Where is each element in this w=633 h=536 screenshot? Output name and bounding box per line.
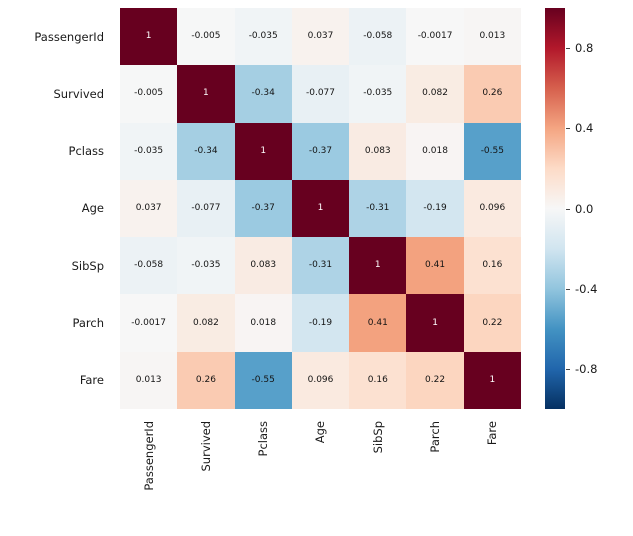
heatmap-cell: 0.037 bbox=[120, 179, 178, 238]
y-axis-label: Fare bbox=[79, 373, 104, 388]
heatmap-cell: 0.41 bbox=[349, 294, 407, 352]
colorbar-tick-mark bbox=[566, 48, 570, 50]
x-axis: PassengerId Survived Pclass Age SibSp Parch Fa… bbox=[120, 414, 521, 535]
heatmap-cell: -0.19 bbox=[406, 179, 464, 238]
heatmap-cell: 0.082 bbox=[177, 294, 235, 352]
heatmap-cell: 0.037 bbox=[291, 8, 350, 66]
heatmap-cell: 0.083 bbox=[349, 122, 407, 180]
colorbar-tick-mark bbox=[566, 288, 570, 290]
heatmap-cell: 0.013 bbox=[463, 8, 521, 66]
heatmap-cell: 1 bbox=[120, 8, 178, 66]
heatmap-cell: -0.34 bbox=[234, 65, 292, 123]
heatmap-cell: 0.26 bbox=[463, 65, 521, 123]
y-axis-label: Age bbox=[81, 201, 104, 216]
heatmap-cell: 0.018 bbox=[234, 294, 292, 352]
colorbar-tick-label: -0.4 bbox=[575, 281, 598, 296]
x-axis-label: Parch bbox=[406, 414, 463, 535]
heatmap-cell: 0.26 bbox=[177, 351, 235, 409]
heatmap-cell: -0.005 bbox=[120, 65, 178, 123]
heatmap-cell: -0.058 bbox=[349, 8, 407, 66]
x-axis-label: Pclass bbox=[235, 414, 292, 535]
x-axis-label-text: Age bbox=[313, 421, 328, 444]
heatmap-grid: 1 -0.005 -0.035 0.037 -0.058 -0.0017 0.013 -0.0… bbox=[120, 8, 521, 409]
colorbar-tick-label: 0.8 bbox=[575, 41, 594, 56]
y-axis-label: SibSp bbox=[71, 258, 104, 273]
heatmap-cell: 0.096 bbox=[463, 179, 521, 238]
heatmap-cell: 0.083 bbox=[234, 237, 292, 295]
colorbar-tick-label: -0.8 bbox=[575, 361, 598, 376]
heatmap-cell: 1 bbox=[406, 294, 464, 352]
y-axis: PassengerId Survived Pclass Age SibSp Parch Fa… bbox=[0, 8, 112, 409]
heatmap-cell: -0.55 bbox=[234, 351, 292, 409]
heatmap-cell: -0.37 bbox=[234, 179, 292, 238]
x-axis-label-text: Fare bbox=[485, 421, 500, 446]
heatmap-cell: -0.035 bbox=[177, 237, 235, 295]
heatmap-cell: -0.035 bbox=[120, 122, 178, 180]
y-axis-label: Parch bbox=[72, 316, 104, 331]
colorbar bbox=[545, 8, 565, 409]
x-axis-label: SibSp bbox=[349, 414, 406, 535]
heatmap-cell: -0.035 bbox=[234, 8, 292, 66]
heatmap-cell: -0.005 bbox=[177, 8, 235, 66]
heatmap-cell: 0.082 bbox=[406, 65, 464, 123]
heatmap-cell: 0.096 bbox=[291, 351, 350, 409]
heatmap-cell: 0.41 bbox=[406, 237, 464, 295]
heatmap-cell: -0.077 bbox=[291, 65, 350, 123]
heatmap-cell: 1 bbox=[234, 122, 292, 180]
x-axis-label: Survived bbox=[177, 414, 234, 535]
x-axis-label: Fare bbox=[464, 414, 521, 535]
y-axis-label: PassengerId bbox=[34, 29, 104, 44]
heatmap-cell: -0.058 bbox=[120, 237, 178, 295]
x-axis-label-text: Survived bbox=[198, 421, 213, 472]
heatmap-cell: 1 bbox=[291, 179, 350, 238]
colorbar-tick-label: 0.4 bbox=[575, 121, 594, 136]
y-axis-label: Pclass bbox=[68, 144, 104, 159]
heatmap-cell: -0.31 bbox=[349, 179, 407, 238]
heatmap-cell: 0.013 bbox=[120, 351, 178, 409]
heatmap-cell: -0.19 bbox=[291, 294, 350, 352]
heatmap-cell: -0.37 bbox=[291, 122, 350, 180]
heatmap-cell: 1 bbox=[177, 65, 235, 123]
colorbar-tick-mark bbox=[566, 368, 570, 370]
colorbar-tick-mark bbox=[566, 128, 570, 130]
x-axis-label: PassengerId bbox=[120, 414, 177, 535]
colorbar-tick-label: 0.0 bbox=[575, 201, 594, 216]
x-axis-label: Age bbox=[292, 414, 349, 535]
x-axis-label-text: Pclass bbox=[256, 421, 271, 457]
colorbar-tick-mark bbox=[566, 208, 570, 210]
heatmap-cell: 0.22 bbox=[406, 351, 464, 409]
y-axis-label: Survived bbox=[53, 86, 105, 101]
heatmap-cell: -0.0017 bbox=[120, 294, 178, 352]
heatmap-cell: 0.16 bbox=[349, 351, 407, 409]
heatmap-cell: -0.077 bbox=[177, 179, 235, 238]
x-axis-label-text: PassengerId bbox=[141, 421, 156, 491]
heatmap-cell: 0.16 bbox=[463, 237, 521, 295]
x-axis-label-text: Parch bbox=[428, 421, 443, 453]
x-axis-label-text: SibSp bbox=[370, 421, 385, 454]
heatmap-cell: -0.035 bbox=[349, 65, 407, 123]
heatmap-cell: -0.31 bbox=[291, 237, 350, 295]
heatmap-cell: 1 bbox=[349, 237, 407, 295]
heatmap-cell: -0.55 bbox=[463, 122, 521, 180]
heatmap-cell: 0.018 bbox=[406, 122, 464, 180]
heatmap-cell: 0.22 bbox=[463, 294, 521, 352]
heatmap-cell: -0.34 bbox=[177, 122, 235, 180]
heatmap-cell: -0.0017 bbox=[406, 8, 464, 66]
heatmap-cell: 1 bbox=[463, 351, 521, 409]
